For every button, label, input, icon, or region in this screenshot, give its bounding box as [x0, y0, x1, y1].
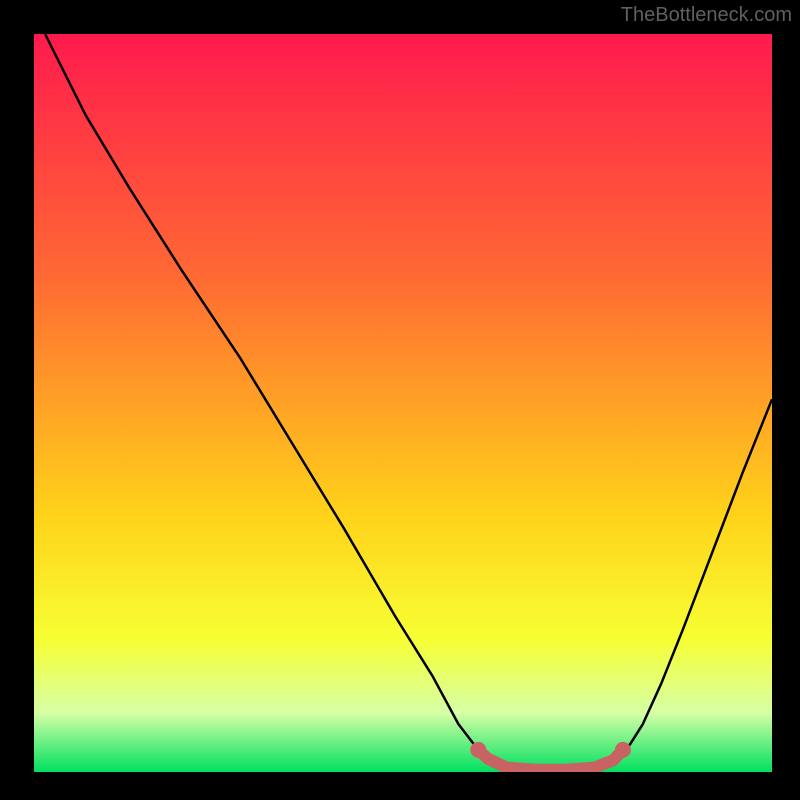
watermark-text: TheBottleneck.com	[621, 4, 792, 27]
curve-svg	[34, 34, 772, 772]
bottom-highlight-dot-left	[470, 742, 486, 758]
plot-area	[34, 34, 772, 772]
bottom-highlight-dot-right	[615, 742, 631, 758]
bottom-highlight-curve	[478, 750, 623, 770]
main-curve	[45, 34, 772, 770]
